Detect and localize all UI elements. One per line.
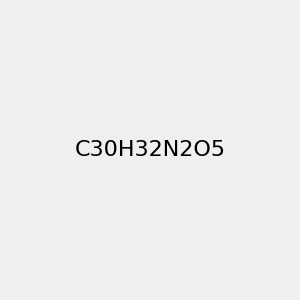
Text: C30H32N2O5: C30H32N2O5: [74, 140, 226, 160]
